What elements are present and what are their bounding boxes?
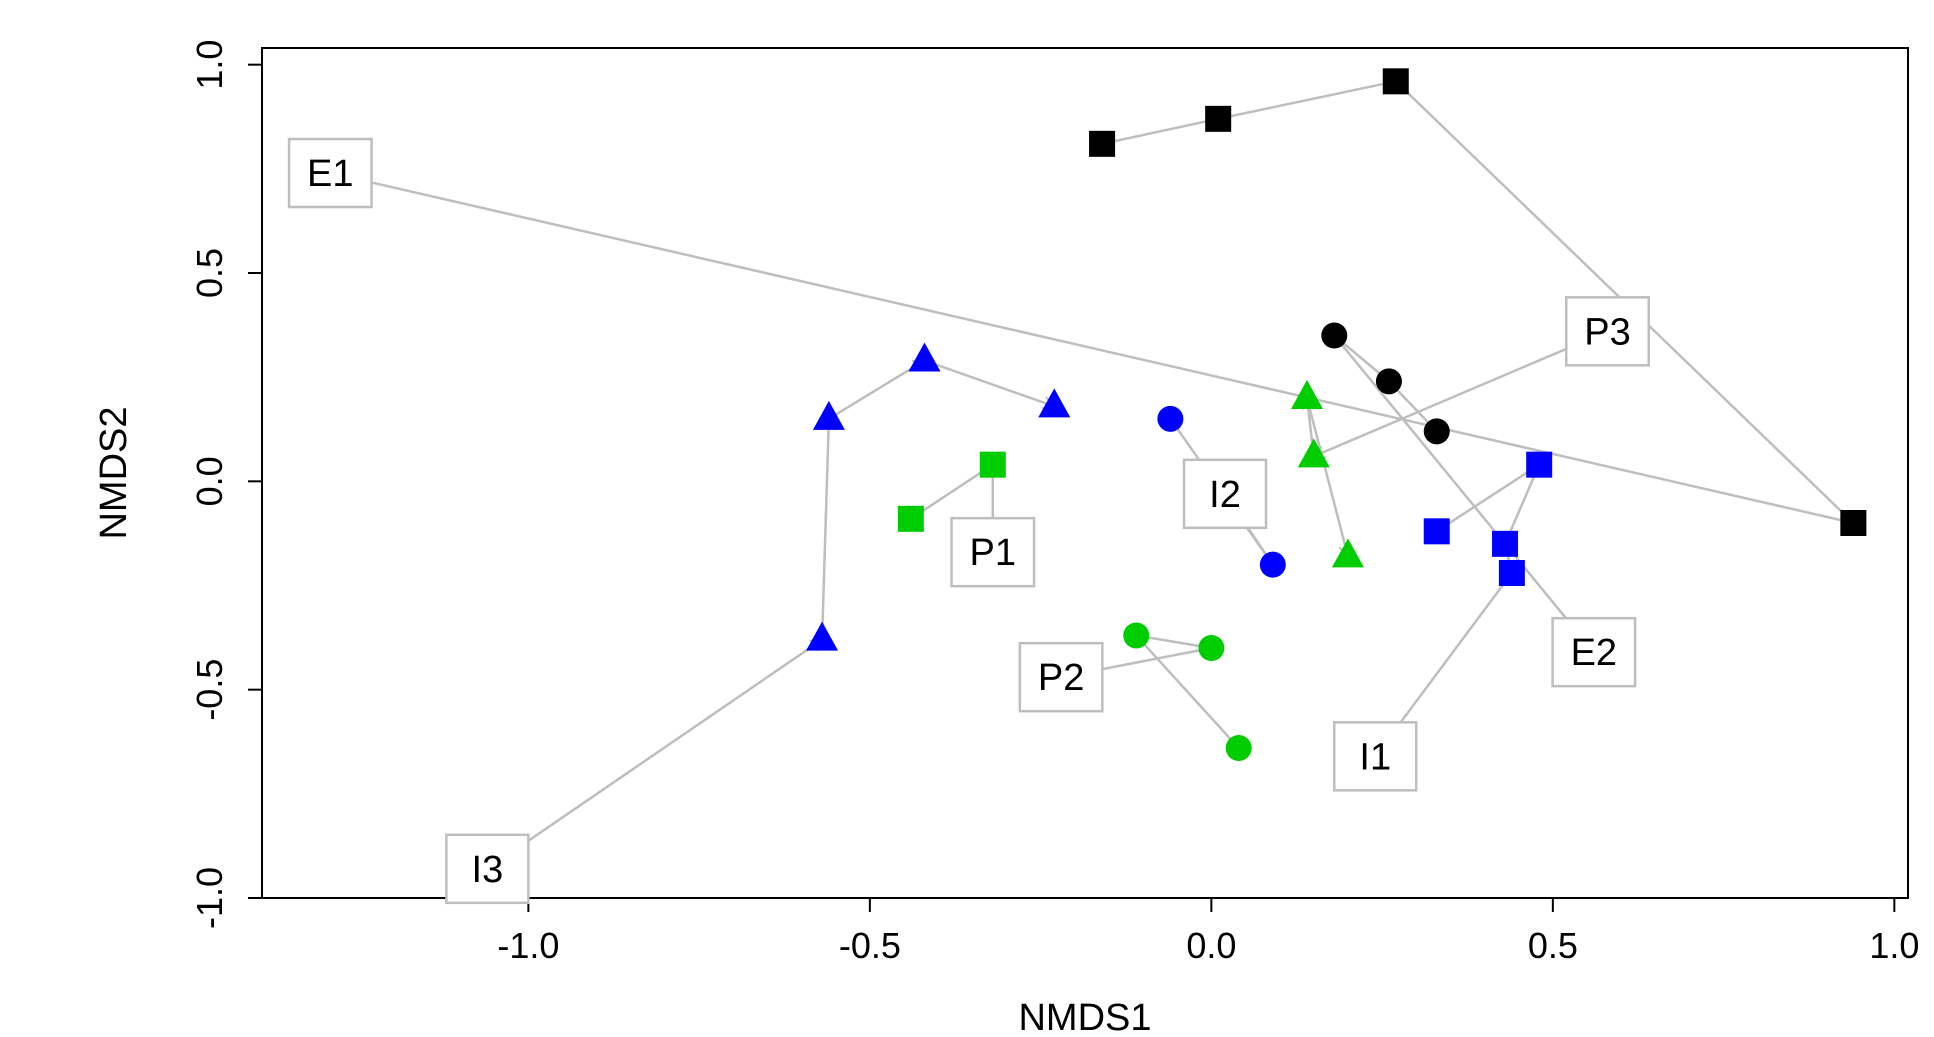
label-e1: E1 [287,137,373,209]
label-e2: E2 [1551,616,1637,688]
label-box [950,516,1036,588]
label-text: I2 [1209,474,1241,516]
x-tick-label: 0.0 [1186,925,1236,966]
label-box [1564,296,1650,367]
label-text: I1 [1359,736,1391,778]
x-axis: -1.0 -0.5 0.0 0.5 1.0 [497,897,1919,966]
point-p2-1 [1198,635,1225,661]
label-i1: I1 [1333,721,1418,792]
arrow-e1-1 [1101,119,1218,146]
y-axis-title: NMDS2 [93,406,135,539]
point-e2-3 [1321,322,1348,349]
point-i3-4 [1038,388,1071,418]
point-i2-1 [1157,405,1184,432]
x-tick-label: 1.0 [1869,925,1919,966]
point-i3-3 [908,342,941,372]
arrow-p1-1 [911,463,994,519]
y-tick-label: 0.0 [189,456,230,506]
label-box [1333,721,1418,792]
series-labels: E1 E2 I1 I2 I3 P1 P2 P3 [287,137,1650,905]
point-p3-3 [1331,538,1364,568]
point-p2-3 [1225,735,1252,761]
label-p3: P3 [1564,296,1650,367]
y-tick-label: 1.0 [189,40,230,90]
point-i1-3 [1492,530,1519,557]
arrow-e1-2 [1217,81,1396,121]
arrow-i3-3 [924,359,1054,407]
label-text: I3 [472,849,504,891]
point-e2-2 [1375,368,1402,395]
label-p2: P2 [1018,641,1104,713]
point-p3-2 [1290,380,1323,409]
label-text: E2 [1571,632,1617,674]
point-p1-2 [897,505,924,532]
label-text: P3 [1584,311,1630,353]
point-i3-2 [812,400,845,430]
point-i1-1 [1423,518,1450,545]
label-link-e1 [330,171,1853,523]
point-i3-1 [806,621,839,651]
x-tick-label: -0.5 [839,925,901,966]
point-e1-2 [1205,105,1232,132]
label-i3: I3 [445,833,530,905]
point-p1-1 [979,451,1006,478]
x-axis-title: NMDS1 [1018,997,1151,1037]
y-axis: -1.0 -0.5 0.0 0.5 1.0 [189,40,263,929]
arrow-i1-2 [1505,464,1541,544]
label-box [1182,458,1268,530]
arrow-i3-2 [828,361,925,420]
data-points [806,68,1867,761]
label-text: P2 [1038,657,1084,699]
label-link-e2 [1334,336,1595,653]
x-tick-label: -1.0 [497,925,559,966]
x-tick-label: 0.5 [1528,925,1578,966]
point-e1-4 [1840,510,1867,536]
label-i2: I2 [1182,458,1268,530]
plot-frame [261,47,1909,899]
label-p1: P1 [950,516,1036,588]
point-e1-3 [1382,68,1409,95]
point-i1-2 [1526,451,1553,478]
label-links [330,171,1853,870]
point-e1-1 [1089,130,1116,157]
trajectory-arrows [820,81,1853,749]
arrow-p3-2 [1305,397,1348,556]
y-tick-label: 0.5 [189,248,230,298]
label-link-i3 [486,640,822,870]
label-box [287,137,373,209]
point-i2-2 [1259,551,1286,578]
label-text: P1 [970,532,1016,574]
label-link-p3 [1314,330,1608,456]
label-box [1551,616,1637,688]
point-i1-4 [1498,560,1525,586]
label-box [1018,641,1104,713]
label-box [445,833,530,905]
y-tick-label: -1.0 [189,867,230,929]
point-p2-2 [1123,622,1150,649]
point-e2-1 [1423,418,1450,445]
point-p3-1 [1297,438,1330,468]
y-tick-label: -0.5 [189,659,230,721]
label-text: E1 [307,153,353,195]
arrow-i1-1 [1436,465,1539,533]
arrow-i3-1 [820,419,829,640]
arrow-p2-2 [1135,634,1238,749]
